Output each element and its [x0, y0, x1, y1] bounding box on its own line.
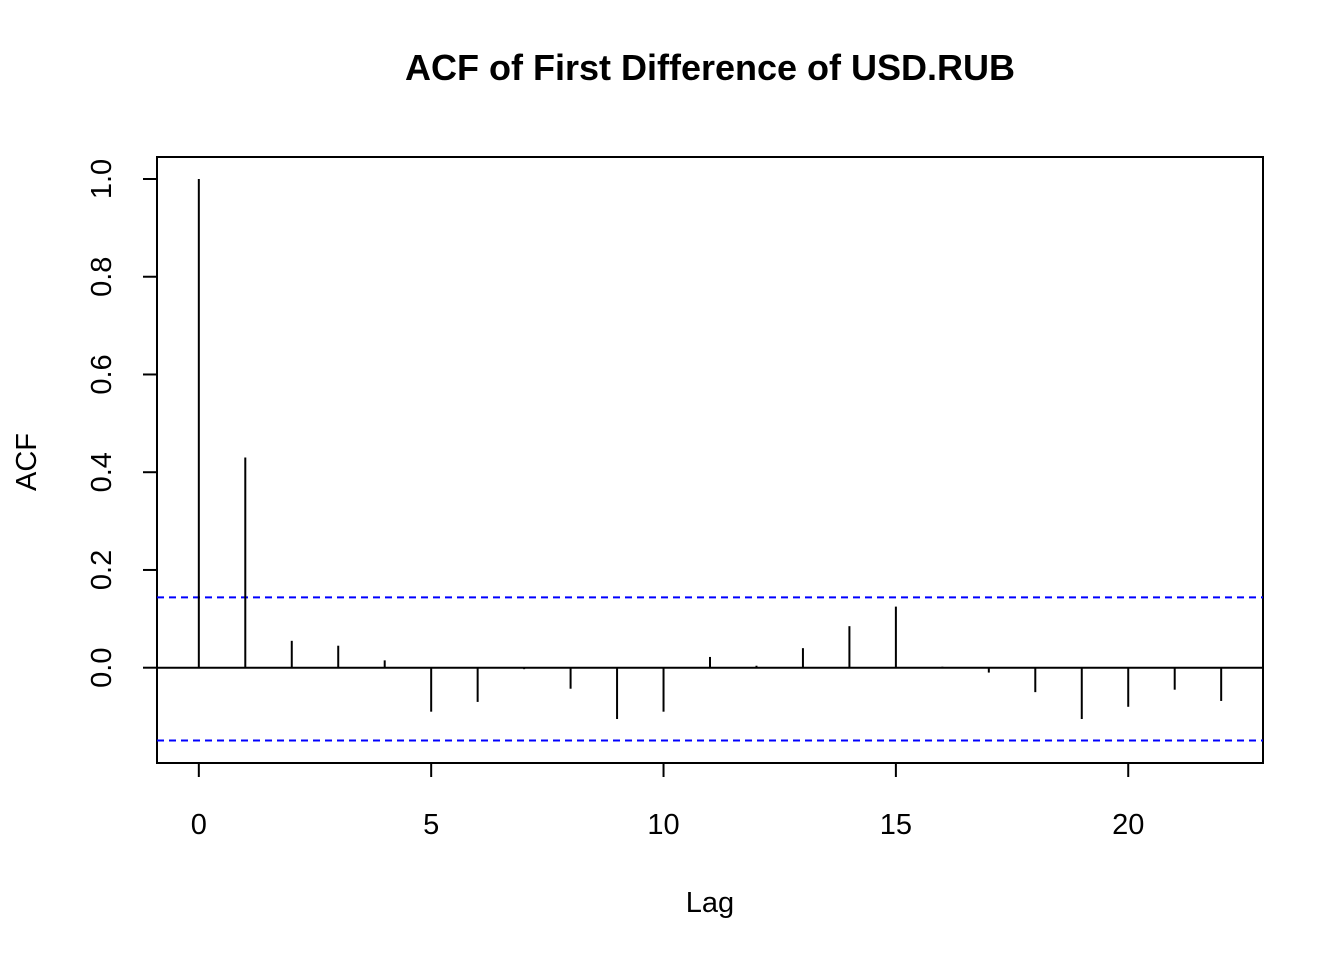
y-axis: 0.0 0.2 0.4 0.6 0.8 1.0 — [86, 159, 158, 688]
chart-title: ACF of First Difference of USD.RUB — [405, 47, 1015, 88]
plot-frame — [156, 156, 1264, 764]
y-tick-label: 0.2 — [86, 550, 118, 590]
x-tick-label: 15 — [880, 809, 912, 841]
acf-bars — [157, 178, 1263, 742]
y-tick-label: 0.8 — [86, 257, 118, 297]
y-tick-label: 0.0 — [86, 648, 118, 688]
x-axis: 0 5 10 15 20 — [191, 762, 1144, 841]
x-tick-label: 0 — [191, 809, 207, 841]
y-tick-label: 0.4 — [86, 452, 118, 492]
x-tick-label: 20 — [1112, 809, 1144, 841]
y-axis-label: ACF — [11, 433, 43, 491]
x-tick-label: 5 — [423, 809, 439, 841]
y-tick-label: 0.6 — [86, 354, 118, 394]
y-tick-label: 1.0 — [86, 159, 118, 199]
x-axis-label: Lag — [686, 887, 734, 919]
x-tick-label: 10 — [647, 809, 679, 841]
